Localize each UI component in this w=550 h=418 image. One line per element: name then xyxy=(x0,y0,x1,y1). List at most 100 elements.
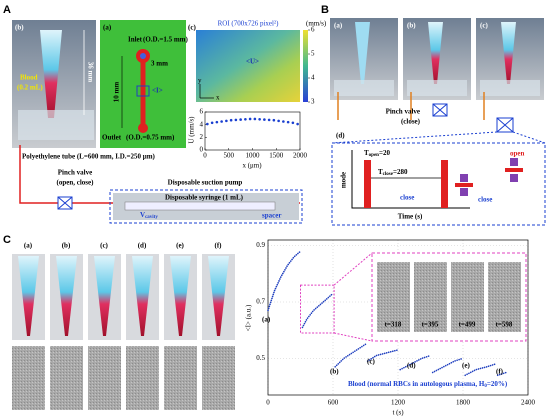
y-tick-label: 0.5 xyxy=(256,354,265,362)
valve-label: Pinch valve xyxy=(386,108,420,116)
data-line xyxy=(366,349,399,362)
x-axis-label: x (μm) xyxy=(242,162,262,170)
state-label: open xyxy=(510,150,525,158)
y-axis-label: mode xyxy=(340,172,348,188)
outlet-label: (O.D.=0.75 mm) xyxy=(126,134,175,142)
field-label: <U> xyxy=(246,58,259,66)
spacer-label: spacer xyxy=(262,212,281,220)
colorbar-tick-label: 5 xyxy=(311,50,315,58)
sub-label: (d) xyxy=(336,132,345,140)
data-point xyxy=(234,118,238,122)
pump-label: Disposable suction pump xyxy=(168,179,243,187)
data-point xyxy=(291,121,295,125)
length-label: 10 mm xyxy=(113,82,121,103)
valve-icon xyxy=(455,183,473,187)
blood-label: (0.2 mL) xyxy=(17,84,43,92)
tube-photo xyxy=(170,256,191,336)
y-axis-label: U (mm/s) xyxy=(188,116,196,144)
valve-label: Pinch valve xyxy=(58,169,92,177)
data-line xyxy=(267,250,302,312)
x-tick-label: 1500 xyxy=(269,152,284,160)
point-label: (a) xyxy=(262,316,271,324)
inlet-label: Inlet xyxy=(128,36,143,44)
inset-label: t=598 xyxy=(496,321,513,329)
data-point xyxy=(225,119,228,123)
data-line xyxy=(431,357,464,374)
valve-label: (open, close) xyxy=(57,179,95,187)
data-point xyxy=(267,118,271,122)
data-line xyxy=(496,371,508,377)
sub-label: (a) xyxy=(334,22,343,30)
sub-label: (c) xyxy=(480,22,488,30)
panel-label: A xyxy=(3,4,11,16)
data-point xyxy=(272,118,276,122)
timing-axes xyxy=(351,150,470,209)
point-label: (b) xyxy=(330,368,339,376)
callout xyxy=(331,131,498,144)
syringe-label: Disposable syringe (1 mL) xyxy=(165,194,244,202)
valve-icon xyxy=(460,174,468,182)
colorbar-tick-label: 6 xyxy=(311,26,315,34)
data-point xyxy=(229,118,233,122)
x-tick-label: 600 xyxy=(328,399,339,407)
photos xyxy=(330,18,544,120)
axis-label: y xyxy=(198,77,202,85)
inset-image xyxy=(451,262,484,332)
data-point xyxy=(215,120,219,124)
point-label: (d) xyxy=(407,362,416,370)
valve-icon xyxy=(510,158,518,166)
velocity-map xyxy=(196,30,300,102)
sub-label: (f) xyxy=(215,242,223,250)
sub-label: (a) xyxy=(24,242,33,250)
note: Blood (normal RBCs in autologous plasma,… xyxy=(348,380,508,390)
timing-box xyxy=(331,142,546,226)
y-tick-label: 2 xyxy=(200,133,204,141)
data-line xyxy=(399,354,432,371)
valve-icon xyxy=(460,188,468,196)
panel-label: C xyxy=(3,234,11,246)
valve-label: (close) xyxy=(401,118,421,126)
texture-photo xyxy=(88,346,121,410)
x-tick-label: 2400 xyxy=(521,399,536,407)
open-pulse xyxy=(364,160,371,208)
sub-label: (e) xyxy=(176,242,184,250)
plot-frame xyxy=(267,239,529,396)
y-axis-label: <I> (a.u.) xyxy=(245,304,253,331)
texture-photo xyxy=(50,346,83,410)
inset-label: t=318 xyxy=(385,321,402,329)
data-point xyxy=(220,120,223,123)
data-point xyxy=(210,121,214,125)
roi-box xyxy=(136,85,150,97)
x-axis-label: Time (s) xyxy=(398,213,423,221)
data-point xyxy=(282,120,285,123)
x-tick-label: 0 xyxy=(203,152,207,160)
data-point xyxy=(258,117,261,121)
y-tick-label: 0.9 xyxy=(256,241,265,249)
inset-image xyxy=(414,262,447,332)
data-line xyxy=(464,363,497,377)
height-label: 36 mm xyxy=(86,62,94,83)
inset-label: t=499 xyxy=(459,321,476,329)
width-label: 3 mm xyxy=(151,60,168,68)
chip-photo xyxy=(480,80,540,96)
photos xyxy=(12,254,235,410)
point-label: (f) xyxy=(496,368,504,376)
syringe xyxy=(124,201,276,211)
callout xyxy=(512,131,546,144)
colorbar-tick-label: 3 xyxy=(311,98,315,106)
axis-label: x xyxy=(216,94,220,102)
tube-photo xyxy=(40,30,62,118)
chip-photo xyxy=(18,110,94,140)
tube-photo xyxy=(355,22,370,84)
data-line xyxy=(334,343,367,368)
data-point xyxy=(286,120,290,124)
data-point xyxy=(296,122,299,126)
x-tick-label: 1000 xyxy=(246,152,261,160)
open-pulse xyxy=(441,160,448,208)
colorbar xyxy=(303,30,308,102)
tube-photo xyxy=(501,22,516,84)
texture-photo xyxy=(126,346,159,410)
sub-label: (b) xyxy=(62,242,71,250)
tube-photo xyxy=(428,22,443,84)
